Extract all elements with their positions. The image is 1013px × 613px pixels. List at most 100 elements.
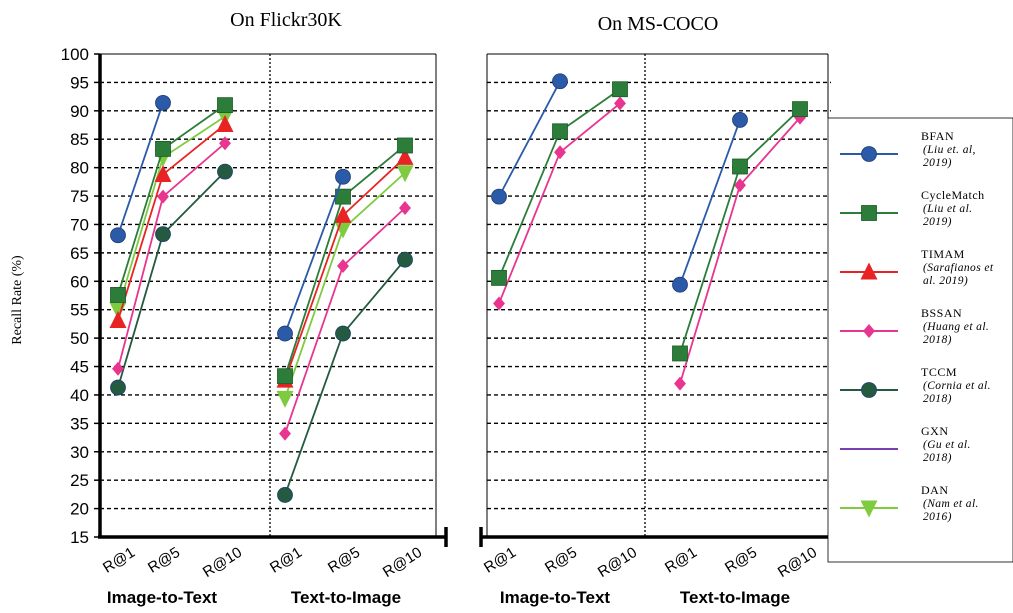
point-timam — [109, 311, 127, 329]
x-tick-label: R@1 — [100, 544, 138, 577]
group-label: Image-to-Text — [500, 588, 611, 607]
legend-name: BFAN — [921, 129, 954, 143]
y-tick-label: 80 — [70, 159, 89, 178]
point-bfan — [155, 94, 171, 111]
point-tccm — [217, 163, 233, 180]
group-labels: Image-to-Text Text-to-Image Image-to-Text T… — [107, 588, 790, 607]
x-tick-label: R@10 — [380, 544, 425, 581]
y-tick-label: 65 — [70, 244, 89, 263]
legend-citation: 2016) — [923, 511, 952, 523]
legend-citation: 2018) — [923, 393, 952, 405]
series-line-bfan — [679, 119, 741, 286]
legend-citation: 2019) — [923, 157, 952, 169]
point-timam — [334, 205, 352, 223]
legend-marker-bssan — [863, 324, 875, 338]
point-cyclematch — [491, 269, 507, 286]
point-cyclematch — [612, 81, 628, 98]
point-bssan — [112, 361, 124, 376]
point-cyclematch — [110, 287, 126, 303]
point-tccm — [155, 226, 171, 243]
point-bssan — [554, 145, 566, 160]
y-tick-label: 90 — [70, 102, 89, 121]
x-tick-label: R@10 — [595, 544, 640, 581]
x-tick-label: R@1 — [267, 544, 305, 577]
point-cyclematch — [277, 368, 293, 385]
point-bfan — [732, 112, 748, 128]
point-timam — [154, 164, 172, 182]
point-dan — [396, 165, 414, 183]
point-bfan — [672, 276, 688, 293]
series-line-bfan — [498, 80, 561, 198]
y-tick-label: 45 — [70, 358, 89, 377]
y-tick-label: 75 — [70, 187, 89, 206]
legend-citation: (Huang et al. — [923, 321, 989, 333]
y-tick-label: 25 — [70, 471, 89, 490]
point-cyclematch — [397, 137, 413, 154]
y-tick-label: 85 — [70, 130, 89, 149]
point-bssan — [674, 376, 686, 391]
point-cyclematch — [732, 158, 748, 175]
point-cyclematch — [155, 140, 171, 157]
point-bfan — [277, 325, 293, 342]
y-tick-label: 55 — [70, 301, 89, 320]
grid-layer — [100, 81, 831, 510]
y-tick-label: 30 — [70, 443, 89, 462]
y-tick-label: 20 — [70, 500, 89, 519]
legend-name: BSSAN — [921, 306, 962, 320]
x-tick-label: R@5 — [325, 544, 363, 577]
x-tick-label: R@10 — [775, 544, 820, 581]
legend-marker-tccm — [861, 382, 877, 398]
legend-box — [827, 117, 1013, 563]
point-bssan — [614, 96, 626, 111]
legend-marker-bfan — [861, 146, 877, 162]
legend-citation: (Liu et al. — [923, 203, 972, 215]
point-bssan — [493, 296, 505, 311]
legend-marker-cyclematch — [861, 205, 877, 221]
legend-citation: 2019) — [923, 216, 952, 228]
right-dataset-title: On MS-COCO — [598, 13, 719, 35]
legend-citation: (Nam et al. — [923, 498, 979, 510]
x-tick-label: R@5 — [145, 544, 183, 577]
legend-citation: 2018) — [923, 334, 952, 346]
group-label: Text-to-Image — [291, 588, 401, 607]
point-bssan — [279, 426, 291, 441]
point-cyclematch — [792, 101, 808, 118]
legend-citation: 2018) — [923, 452, 952, 464]
legend-citation: (Cornia et al. — [923, 380, 991, 392]
y-tick-label: 40 — [70, 386, 89, 405]
y-tick-label: 60 — [70, 272, 89, 291]
series-line-bfan — [117, 102, 164, 236]
point-timam — [216, 114, 234, 132]
point-bfan — [335, 168, 351, 185]
series-line-timam — [117, 123, 226, 321]
point-tccm — [397, 251, 413, 268]
legend-name: TCCM — [921, 365, 957, 379]
point-cyclematch — [672, 345, 688, 362]
y-tick-label: 35 — [70, 414, 89, 433]
series-line-bssan — [679, 117, 801, 384]
y-tick-labels: 15 20 25 30 35 40 45 50 55 60 65 70 75 80 85 90 95 100 — [61, 45, 100, 547]
point-bssan — [219, 136, 231, 151]
legend-name: TIMAM — [921, 247, 965, 261]
legend-marker-dan — [860, 500, 878, 518]
legend-name: DAN — [921, 483, 949, 497]
legend: BFAN(Liu et. al,2019)CycleMatch(Liu et a… — [827, 117, 1013, 563]
x-tick-label: R@5 — [722, 544, 760, 577]
x-tick-labels: R@1 R@5 R@10 R@1 R@5 R@10 R@1 R@5 R@10 R@1 R@5 R@10 — [100, 544, 820, 581]
group-label: Image-to-Text — [107, 588, 218, 607]
point-bssan — [399, 200, 411, 215]
left-dataset-title: On Flickr30K — [230, 9, 342, 31]
legend-citation: al. 2019) — [923, 275, 968, 287]
point-dan — [276, 390, 294, 408]
series-line-tccm — [284, 259, 406, 496]
point-bssan — [337, 258, 349, 273]
series-line-tccm — [117, 170, 226, 388]
x-tick-label: R@10 — [200, 544, 245, 581]
series-line-cyclematch — [679, 108, 801, 354]
point-cyclematch — [217, 97, 233, 114]
y-tick-label: 95 — [70, 73, 89, 92]
point-tccm — [277, 487, 293, 503]
legend-name: CycleMatch — [921, 188, 985, 202]
point-tccm — [335, 325, 351, 342]
legend-citation: (Gu et al. — [923, 439, 971, 451]
